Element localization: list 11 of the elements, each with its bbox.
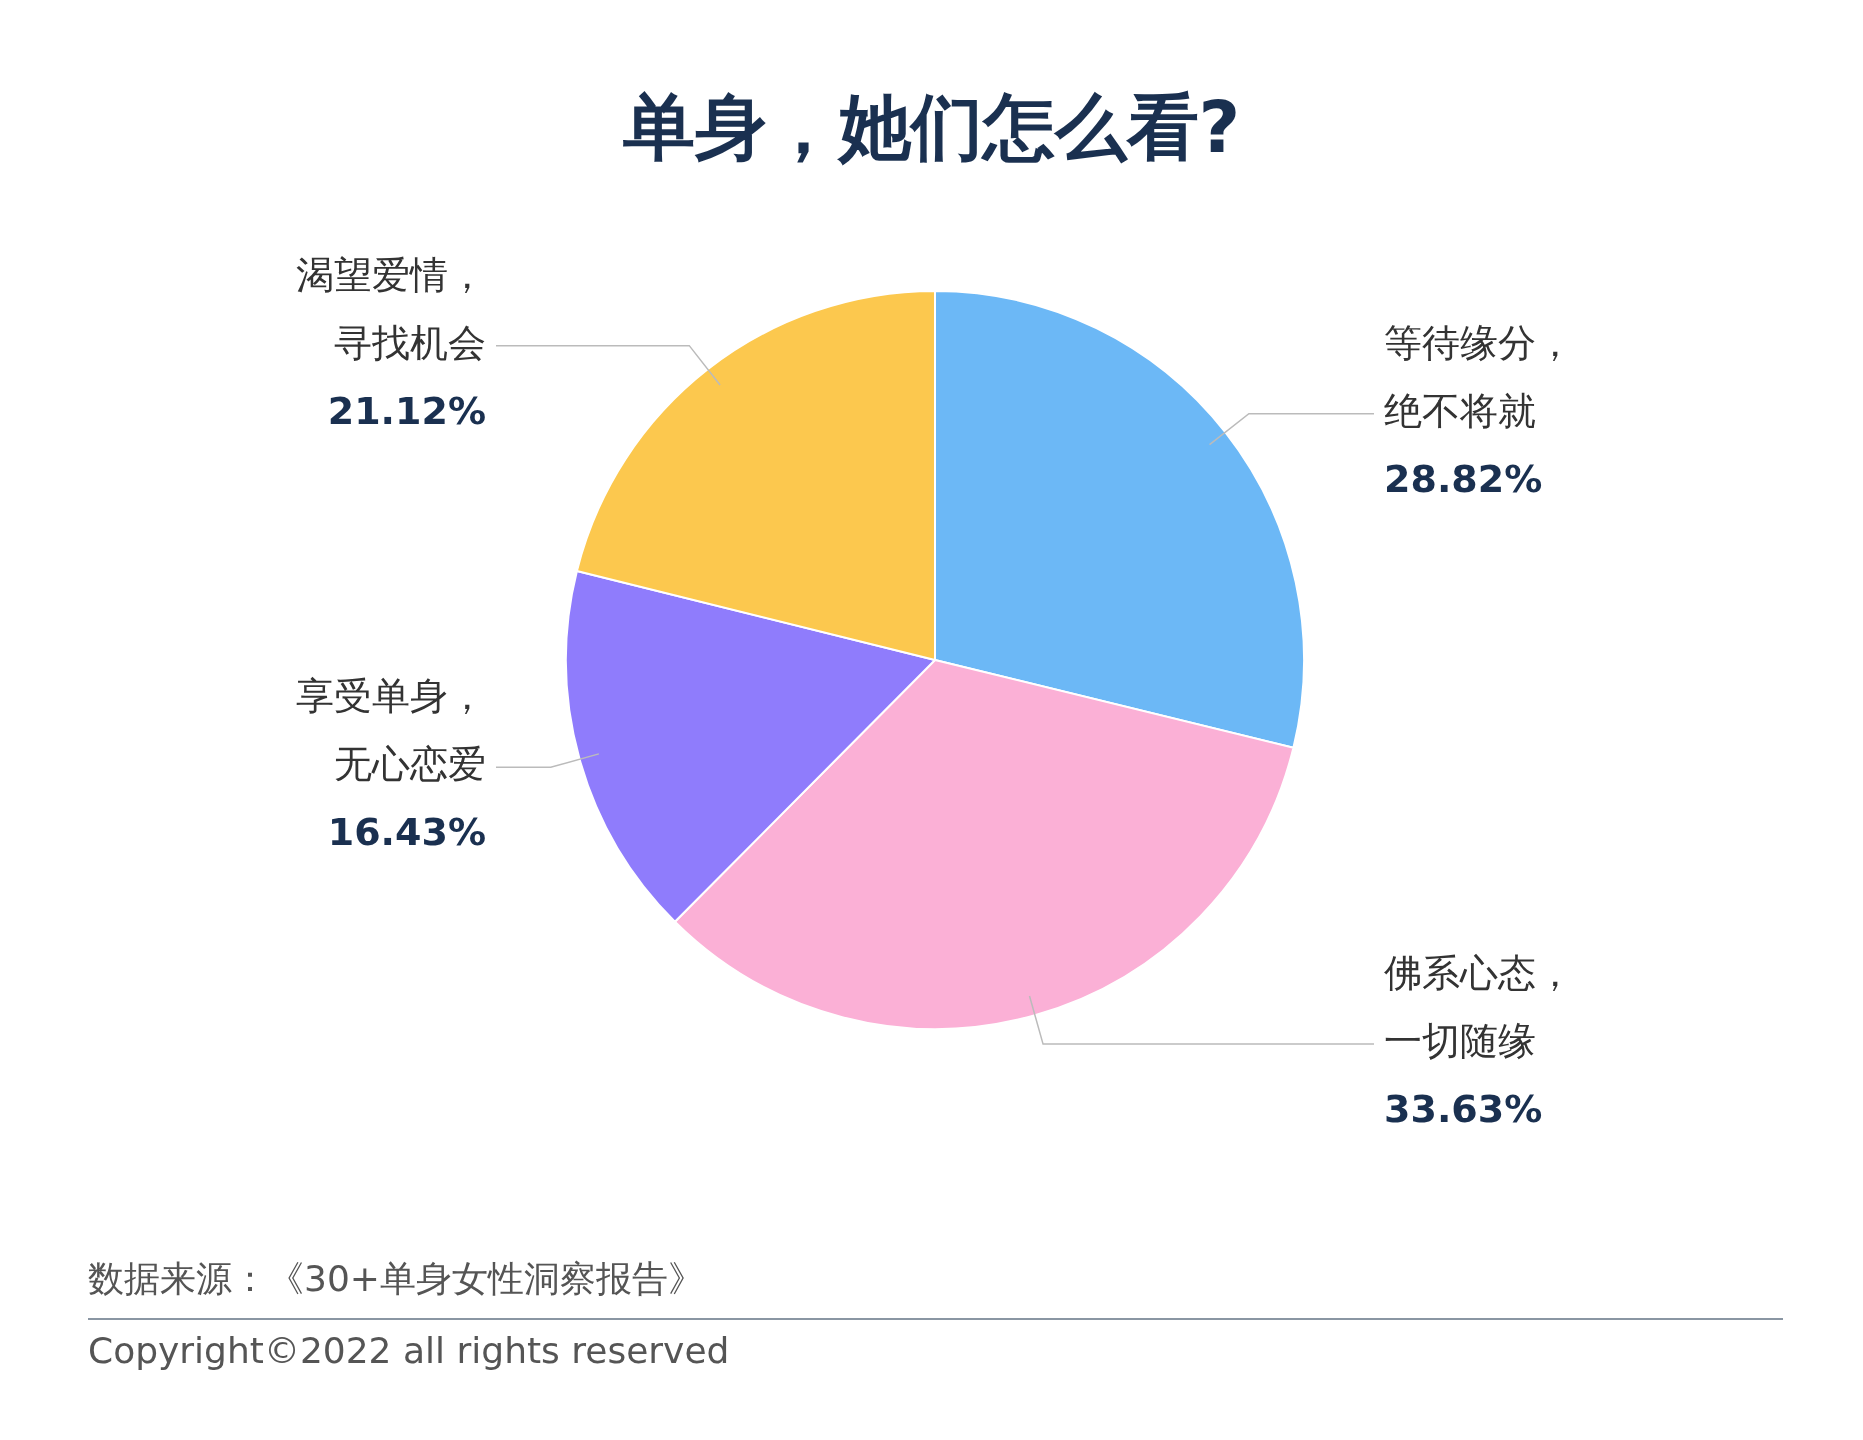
source-note: 数据来源：《30+单身女性洞察报告》	[88, 1257, 705, 1301]
chart-title: 单身，她们怎么看?	[621, 84, 1242, 171]
slice-label: 享受单身，无心恋爱	[296, 674, 486, 787]
data-label: 16.43%	[327, 810, 486, 855]
data-label: 21.12%	[327, 388, 486, 433]
slice-label: 渴望爱情，寻找机会	[296, 252, 486, 365]
slice-label: 佛系心态，一切随缘	[1384, 950, 1574, 1063]
data-label: 33.63%	[1384, 1086, 1543, 1131]
slice-label: 等待缘分，绝不将就	[1384, 320, 1574, 433]
text: Copyright©2022 all rights reserved	[88, 1330, 731, 1371]
data-label: 28.82%	[1384, 456, 1543, 501]
